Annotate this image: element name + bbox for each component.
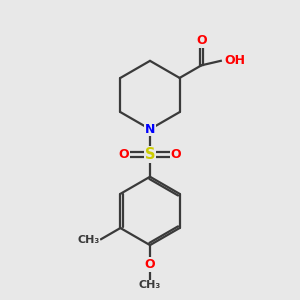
Text: O: O bbox=[196, 34, 207, 47]
Text: OH: OH bbox=[224, 54, 245, 67]
Text: O: O bbox=[145, 258, 155, 271]
Text: N: N bbox=[145, 123, 155, 136]
Text: O: O bbox=[171, 148, 182, 161]
Text: O: O bbox=[118, 148, 129, 161]
Text: CH₃: CH₃ bbox=[78, 235, 100, 245]
Text: S: S bbox=[145, 147, 155, 162]
Text: CH₃: CH₃ bbox=[139, 280, 161, 290]
